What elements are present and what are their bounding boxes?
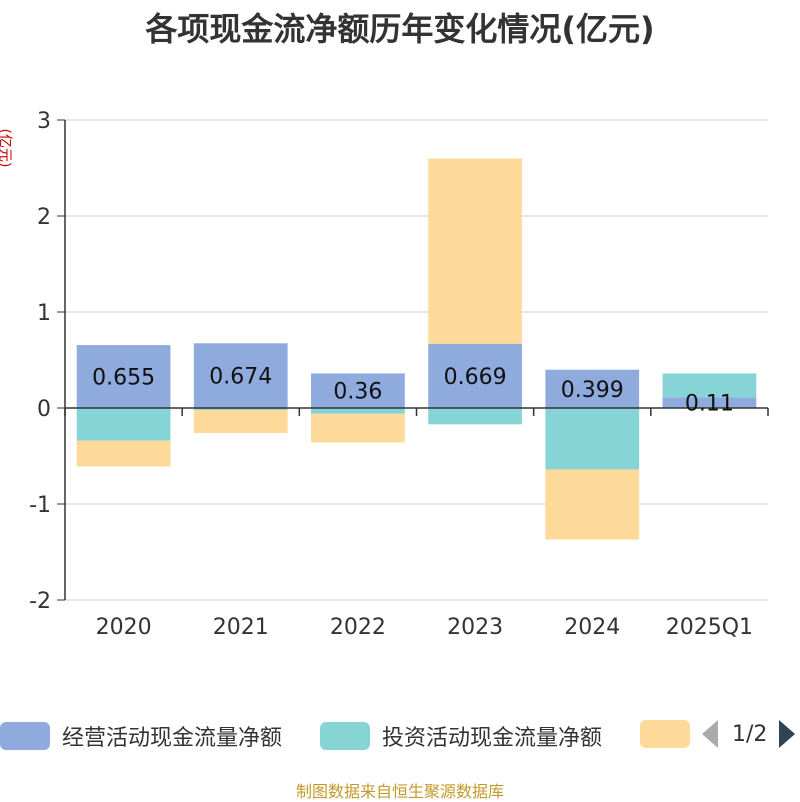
bar-series2-2024 <box>545 469 640 540</box>
legend-pager: 1/2 <box>702 720 796 748</box>
bar-series2-2021 <box>193 409 288 433</box>
x-category-label: 2022 <box>330 615 386 640</box>
y-tick-label: 2 <box>37 205 51 230</box>
bar-series0-2023 <box>428 343 522 408</box>
bar-series0-2020 <box>76 345 171 408</box>
previous-page-icon[interactable] <box>702 720 718 748</box>
data-label: 0.655 <box>92 366 155 391</box>
bar-series1-2024 <box>545 408 640 470</box>
y-tick-label: 1 <box>37 301 51 326</box>
x-category-label: 2024 <box>564 615 620 640</box>
legend-item-investing[interactable]: 投资活动现金流量净额 <box>320 720 602 752</box>
data-label: 0.399 <box>561 378 624 403</box>
x-category-label: 2023 <box>447 615 503 640</box>
bar-series1-2022 <box>311 408 405 414</box>
bar-series2-2022 <box>311 413 405 443</box>
chart-canvas: 3 2 1 0 -1 -2 2020 2021 2022 2023 2024 2025Q1 0.655… <box>29 109 769 640</box>
y-tick-label: 3 <box>37 109 51 134</box>
bar-series1-2025Q1 <box>662 373 757 398</box>
bar-series2-2020 <box>76 440 171 467</box>
bar-series1-2023 <box>428 408 522 425</box>
bar-series0-2022 <box>311 373 405 408</box>
data-label: 0.674 <box>209 365 272 390</box>
data-label: 0.36 <box>333 380 382 405</box>
data-label: 0.11 <box>685 392 734 417</box>
legend: 经营活动现金流量净额 投资活动现金流量净额 1/2 <box>0 716 800 756</box>
bar-series0-2025Q1 <box>662 397 757 408</box>
legend-label-operating: 经营活动现金流量净额 <box>62 726 283 751</box>
x-category-label: 2020 <box>96 615 152 640</box>
legend-item-third[interactable] <box>640 720 702 748</box>
x-category-label: 2025Q1 <box>666 615 753 640</box>
bar-series0-2021 <box>193 343 288 408</box>
data-source-note: 制图数据来自恒生聚源数据库 <box>295 782 504 801</box>
bar-layer <box>76 158 757 540</box>
y-tick-label: -1 <box>29 493 51 518</box>
data-label: 0.669 <box>444 365 507 390</box>
y-tick-label: -2 <box>29 589 51 614</box>
next-page-icon[interactable] <box>779 720 796 748</box>
legend-label-investing: 投资活动现金流量净额 <box>382 726 603 751</box>
chart-title: 各项现金流净额历年变化情况(亿元) <box>145 10 655 48</box>
bar-series2-2023 <box>428 158 522 344</box>
legend-swatch-operating <box>0 722 50 750</box>
legend-item-operating[interactable]: 经营活动现金流量净额 <box>0 720 282 752</box>
y-tick-label: 0 <box>37 397 51 422</box>
legend-page-number: 1/2 <box>732 721 768 747</box>
legend-swatch-third <box>640 720 690 748</box>
bar-series1-2020 <box>76 408 171 441</box>
label-layer: 2020 2021 2022 2023 2024 2025Q1 0.655 0.674 0.36… <box>92 365 753 640</box>
bar-series0-2024 <box>545 369 640 408</box>
axis-layer: 3 2 1 0 -1 -2 <box>29 109 769 614</box>
grid-layer <box>65 119 768 601</box>
legend-swatch-investing <box>320 722 370 750</box>
bar-series1-2021 <box>193 408 288 410</box>
x-category-label: 2021 <box>213 615 269 640</box>
